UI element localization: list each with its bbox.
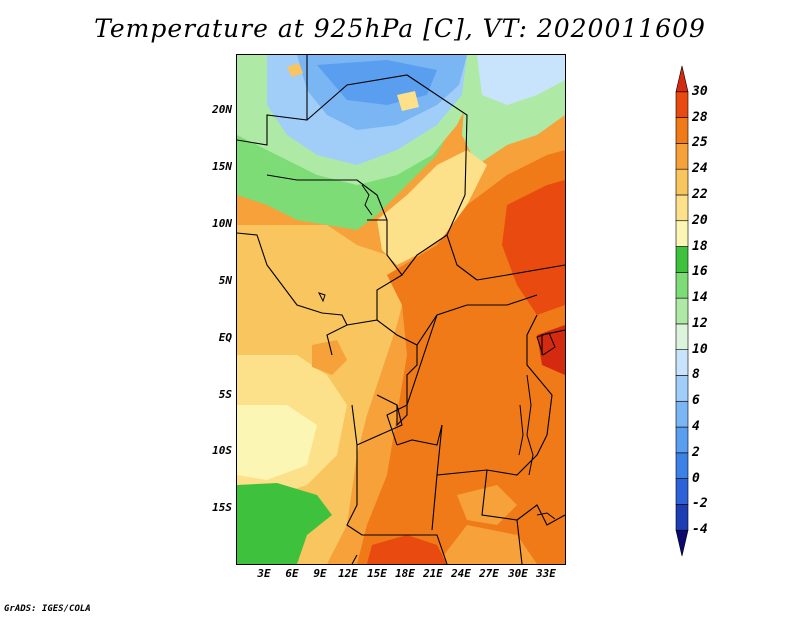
colorbar-tip-low (675, 529, 689, 557)
colorbar-tick-label: 20 (692, 212, 708, 228)
colorbar-bin (675, 246, 689, 273)
lat-tick-label: 10S (212, 444, 232, 457)
colorbar-tick-label: 12 (692, 315, 708, 331)
colorbar-tick-label: 22 (692, 186, 708, 202)
colorbar-tick-label: 18 (692, 238, 708, 254)
colorbar-tick-label: 28 (692, 109, 708, 125)
lat-tick-label: 5S (218, 388, 232, 401)
colorbar-tick-label: 16 (692, 264, 708, 280)
lat-tick-label: EQ (218, 331, 232, 344)
lat-tick-label: 20N (212, 103, 232, 116)
colorbar-bin (675, 297, 689, 325)
lat-tick-label: 10N (212, 217, 232, 230)
colorbar-bin (675, 452, 689, 479)
temperature-field (237, 55, 565, 564)
lon-tick-label: 18E (395, 567, 415, 580)
lon-tick-label: 9E (313, 567, 327, 580)
lon-tick-label: 15E (367, 567, 387, 580)
lon-tick-label: 30E (508, 567, 528, 580)
colorbar-bin (675, 400, 689, 428)
colorbar-bin (675, 143, 689, 170)
colorbar-bin (675, 478, 689, 505)
colorbar-bin (675, 375, 689, 402)
colorbar-bin (675, 323, 689, 350)
colorbar-bin (675, 168, 689, 196)
colorbar-tick-label: 2 (692, 444, 700, 460)
colorbar-tick-label: -2 (692, 496, 708, 512)
lon-tick-label: 12E (338, 567, 358, 580)
figure-title: Temperature at 925hPa [C], VT: 202001160… (94, 14, 706, 43)
colorbar-tick-label: 6 (692, 393, 700, 409)
colorbar-tick-label: 0 (692, 470, 700, 486)
colorbar-tick-label: 4 (692, 419, 700, 435)
colorbar-bin (675, 194, 689, 222)
lake-outlines (318, 184, 556, 520)
colorbar-bin (675, 91, 689, 118)
colorbar-bin (675, 504, 689, 531)
lat-tick-label: 15N (212, 160, 232, 173)
colorbar-tick-label: 14 (692, 290, 708, 306)
colorbar-bin (675, 426, 689, 454)
lon-tick-label: 6E (285, 567, 299, 580)
colorbar-tick-label: 24 (692, 161, 708, 177)
colorbar-tick-label: -4 (692, 522, 708, 538)
credit-text: GrADS: IGES/COLA (4, 604, 91, 614)
colorbar-bin (675, 272, 689, 299)
colorbar (675, 65, 689, 557)
lon-tick-label: 21E (423, 567, 443, 580)
map-panel (236, 54, 566, 565)
lat-tick-label: 5N (218, 274, 232, 287)
colorbar-tick-label: 25 (692, 135, 708, 151)
colorbar-tick-label: 10 (692, 341, 708, 357)
lat-tick-label: 15S (212, 501, 232, 514)
lon-tick-label: 27E (479, 567, 499, 580)
colorbar-tick-label: 8 (692, 367, 700, 383)
country-borders (237, 55, 565, 564)
colorbar-bin (675, 349, 689, 376)
colorbar-tip-high (675, 65, 689, 93)
colorbar-bin (675, 117, 689, 144)
colorbar-bin (675, 220, 689, 247)
lon-tick-label: 33E (536, 567, 556, 580)
lon-tick-label: 24E (451, 567, 471, 580)
lon-tick-label: 3E (257, 567, 271, 580)
colorbar-tick-label: 30 (692, 83, 708, 99)
